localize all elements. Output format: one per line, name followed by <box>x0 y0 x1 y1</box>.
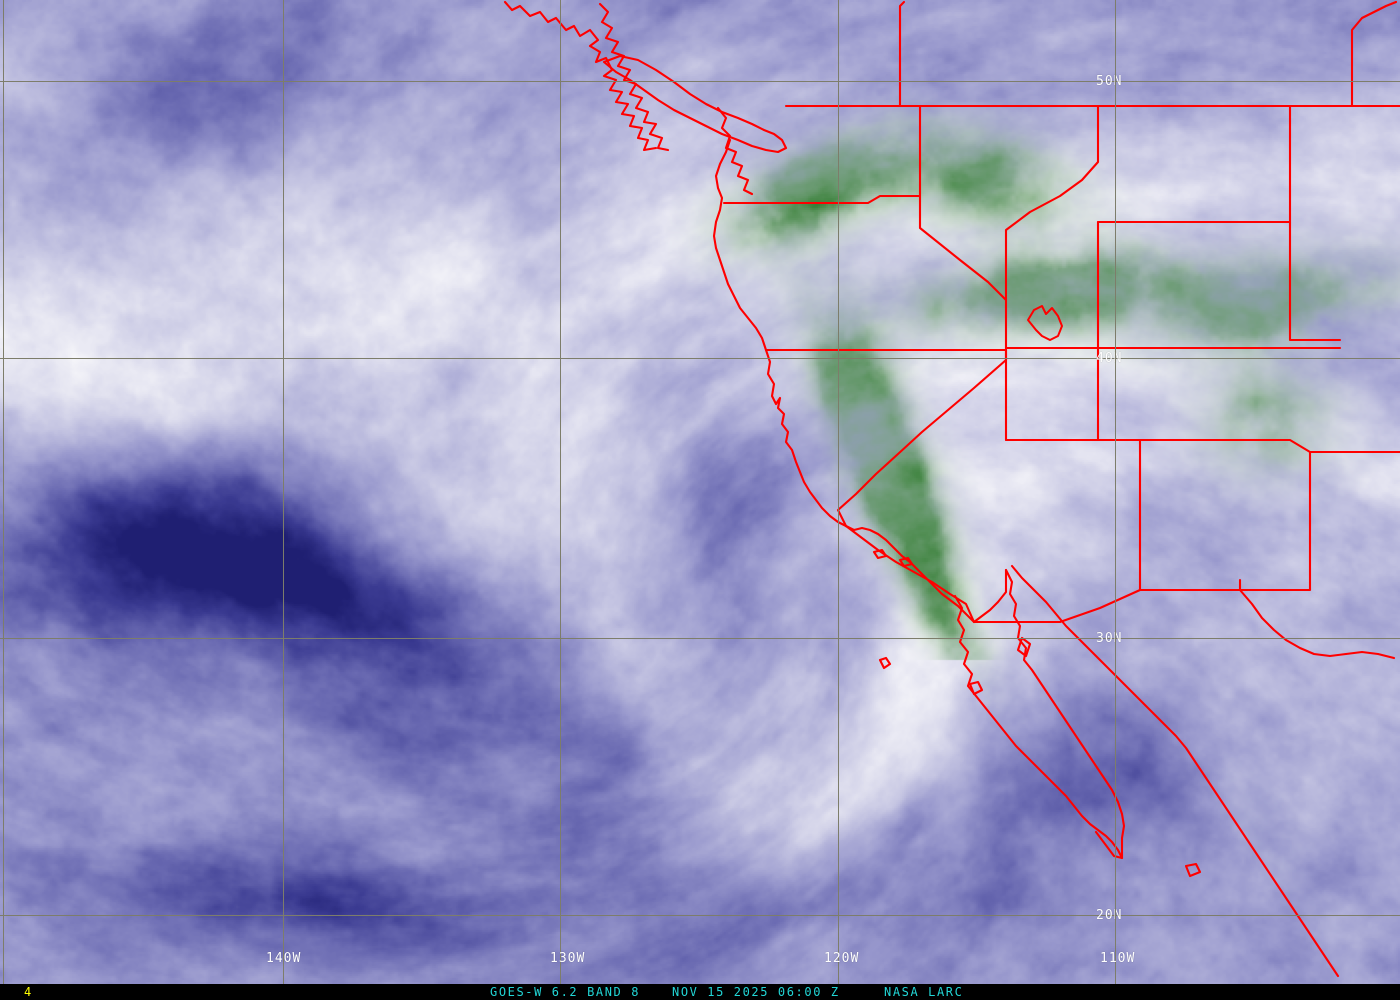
status-source-label: NASA LARC <box>884 985 964 999</box>
status-datetime-label: NOV 15 2025 06:00 Z <box>672 985 840 999</box>
frame-counter: 4 <box>24 985 33 999</box>
status-sensor-label: GOES-W 6.2 BAND 8 <box>490 985 641 999</box>
status-bar: 4 GOES-W 6.2 BAND 8 NOV 15 2025 06:00 Z … <box>0 984 1400 1000</box>
